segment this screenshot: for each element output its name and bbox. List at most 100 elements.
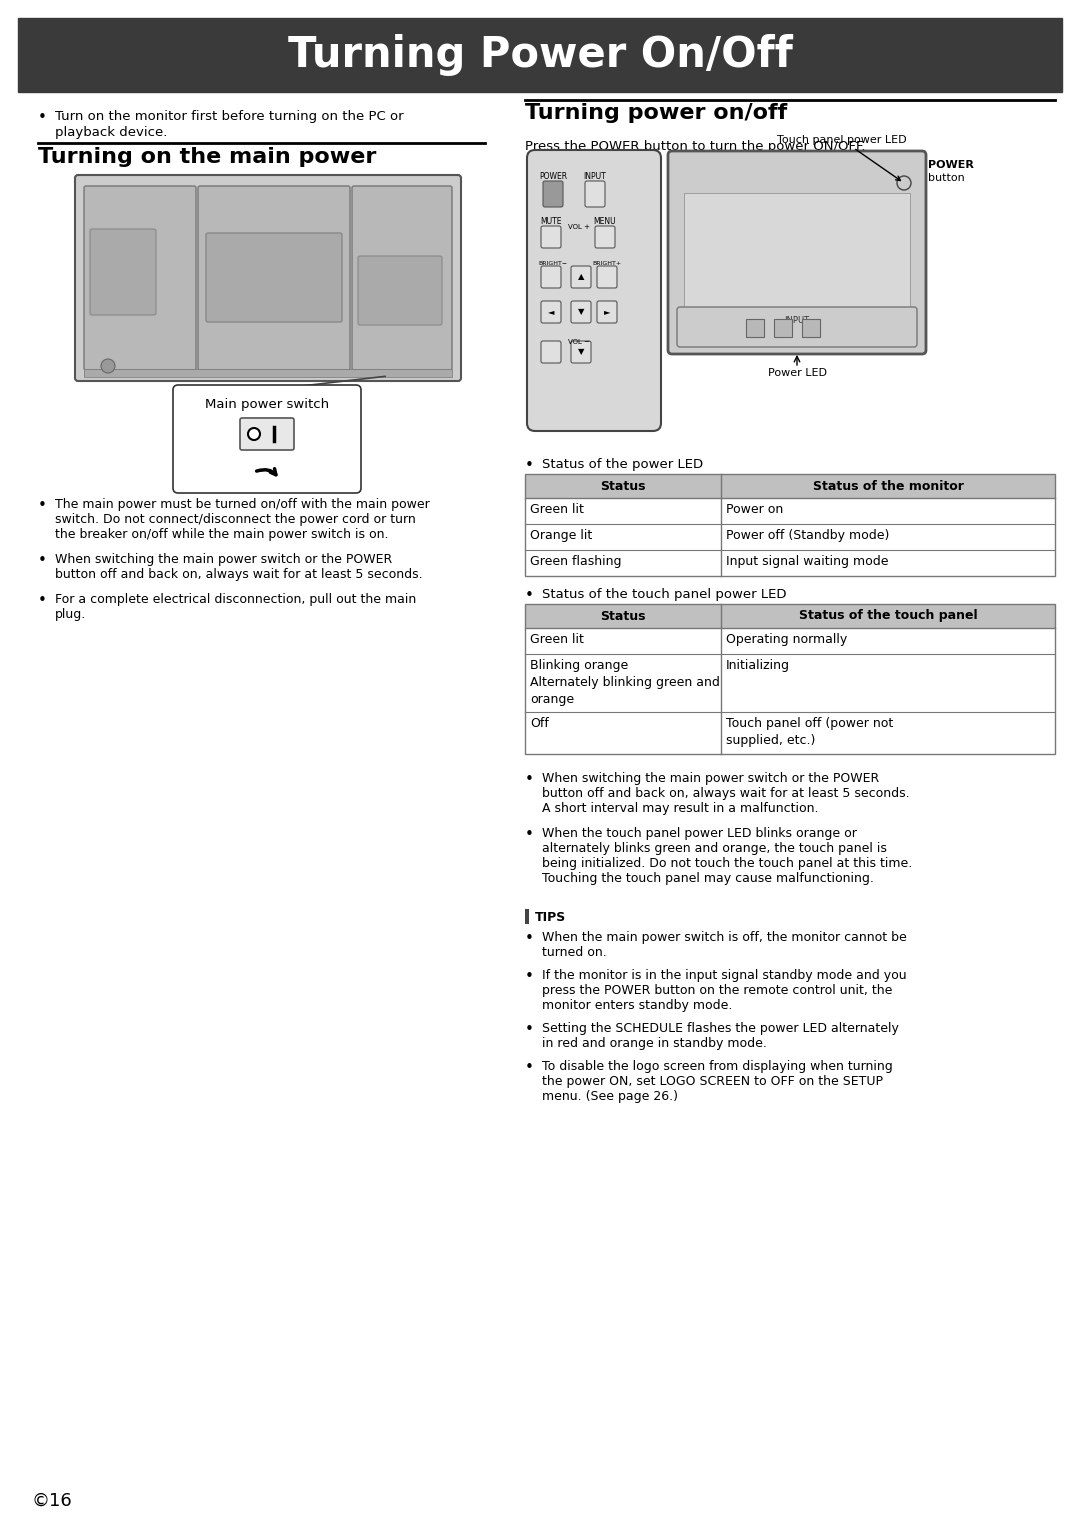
Text: INPUT: INPUT (784, 316, 810, 325)
FancyBboxPatch shape (541, 266, 561, 289)
Text: VOL −: VOL − (568, 339, 590, 345)
Text: When switching the main power switch or the POWER: When switching the main power switch or … (542, 773, 879, 785)
Bar (525, 605, 1055, 628)
FancyBboxPatch shape (543, 182, 563, 208)
FancyBboxPatch shape (669, 151, 926, 354)
Text: Turning power on/off: Turning power on/off (525, 102, 787, 124)
Text: ▲: ▲ (578, 272, 584, 281)
Bar (18, 18, 1062, 92)
Text: Green lit: Green lit (530, 502, 584, 516)
FancyBboxPatch shape (585, 182, 605, 208)
Text: The main power must be turned on/off with the main power: The main power must be turned on/off wit… (55, 498, 430, 512)
Text: monitor enters standby mode.: monitor enters standby mode. (542, 999, 732, 1012)
FancyBboxPatch shape (357, 257, 442, 325)
Text: turned on.: turned on. (542, 947, 607, 959)
Text: ◄: ◄ (548, 307, 554, 316)
Text: Initializing: Initializing (726, 660, 789, 672)
FancyBboxPatch shape (541, 226, 561, 247)
Text: •: • (525, 828, 534, 841)
FancyBboxPatch shape (541, 301, 561, 324)
Bar (525, 498, 1055, 524)
Text: Status of the touch panel: Status of the touch panel (799, 609, 977, 623)
Text: When switching the main power switch or the POWER: When switching the main power switch or … (55, 553, 392, 567)
Text: button: button (928, 173, 964, 183)
Text: POWER: POWER (539, 173, 567, 182)
FancyBboxPatch shape (595, 226, 615, 247)
Text: When the main power switch is off, the monitor cannot be: When the main power switch is off, the m… (542, 931, 907, 944)
Text: Orange lit: Orange lit (530, 528, 592, 542)
Text: •: • (525, 1060, 534, 1075)
Bar (525, 909, 529, 924)
Text: BRIGHT−: BRIGHT− (539, 261, 568, 266)
FancyBboxPatch shape (541, 341, 561, 363)
Text: Status: Status (600, 609, 646, 623)
Text: Touch panel power LED: Touch panel power LED (778, 134, 907, 180)
FancyBboxPatch shape (75, 176, 461, 382)
Text: switch. Do not connect/disconnect the power cord or turn: switch. Do not connect/disconnect the po… (55, 513, 416, 525)
Bar (525, 550, 1055, 576)
Text: •: • (525, 970, 534, 983)
FancyBboxPatch shape (527, 150, 661, 431)
Text: A short interval may result in a malfunction.: A short interval may result in a malfunc… (542, 802, 819, 815)
Circle shape (248, 428, 260, 440)
Text: Status of the touch panel power LED: Status of the touch panel power LED (542, 588, 786, 602)
Text: plug.: plug. (55, 608, 86, 621)
Text: alternately blinks green and orange, the touch panel is: alternately blinks green and orange, the… (542, 841, 887, 855)
Bar (684, 192, 910, 337)
Text: ©16: ©16 (32, 1492, 72, 1510)
Bar (525, 473, 1055, 498)
Text: •: • (525, 588, 534, 603)
FancyBboxPatch shape (173, 385, 361, 493)
Text: Power LED: Power LED (768, 368, 826, 379)
Text: For a complete electrical disconnection, pull out the main: For a complete electrical disconnection,… (55, 592, 416, 606)
Text: Green lit: Green lit (530, 634, 584, 646)
FancyBboxPatch shape (352, 186, 453, 370)
Bar (525, 473, 1055, 576)
Text: ►: ► (604, 307, 610, 316)
Text: BRIGHT+: BRIGHT+ (593, 261, 622, 266)
FancyBboxPatch shape (677, 307, 917, 347)
Text: press the POWER button on the remote control unit, the: press the POWER button on the remote con… (542, 983, 892, 997)
Text: •: • (38, 553, 46, 568)
Text: Power off (Standby mode): Power off (Standby mode) (726, 528, 889, 542)
Text: To disable the logo screen from displaying when turning: To disable the logo screen from displayi… (542, 1060, 893, 1073)
Bar (525, 524, 1055, 550)
FancyBboxPatch shape (90, 229, 156, 315)
Text: VOL +: VOL + (568, 224, 590, 231)
FancyBboxPatch shape (597, 266, 617, 289)
Text: Touch panel off (power not
supplied, etc.): Touch panel off (power not supplied, etc… (726, 718, 893, 747)
FancyBboxPatch shape (198, 186, 350, 370)
Text: Input signal waiting mode: Input signal waiting mode (726, 554, 889, 568)
Text: If the monitor is in the input signal standby mode and you: If the monitor is in the input signal st… (542, 970, 906, 982)
Text: •: • (38, 592, 46, 608)
Text: button off and back on, always wait for at least 5 seconds.: button off and back on, always wait for … (542, 786, 909, 800)
FancyBboxPatch shape (206, 234, 342, 322)
Text: Main power switch: Main power switch (205, 399, 329, 411)
FancyBboxPatch shape (240, 418, 294, 450)
FancyBboxPatch shape (597, 301, 617, 324)
Text: MUTE: MUTE (540, 217, 562, 226)
Text: Turn on the monitor first before turning on the PC or: Turn on the monitor first before turning… (55, 110, 404, 124)
Text: the breaker on/off while the main power switch is on.: the breaker on/off while the main power … (55, 528, 389, 541)
Text: Status of the power LED: Status of the power LED (542, 458, 703, 470)
Text: Status: Status (600, 479, 646, 493)
Text: •: • (525, 931, 534, 947)
Text: Turning on the main power: Turning on the main power (38, 147, 376, 166)
Text: •: • (38, 498, 46, 513)
Text: Operating normally: Operating normally (726, 634, 847, 646)
Text: Off: Off (530, 718, 549, 730)
Text: playback device.: playback device. (55, 127, 167, 139)
FancyBboxPatch shape (571, 266, 591, 289)
FancyBboxPatch shape (774, 319, 792, 337)
FancyBboxPatch shape (571, 301, 591, 324)
Text: INPUT: INPUT (583, 173, 606, 182)
FancyBboxPatch shape (802, 319, 820, 337)
FancyBboxPatch shape (746, 319, 764, 337)
Text: When the touch panel power LED blinks orange or: When the touch panel power LED blinks or… (542, 828, 856, 840)
Text: POWER: POWER (928, 160, 974, 169)
FancyBboxPatch shape (84, 186, 195, 370)
Text: ▼: ▼ (578, 348, 584, 356)
Text: •: • (38, 110, 46, 125)
Text: TIPS: TIPS (535, 912, 566, 924)
Bar (525, 712, 1055, 754)
